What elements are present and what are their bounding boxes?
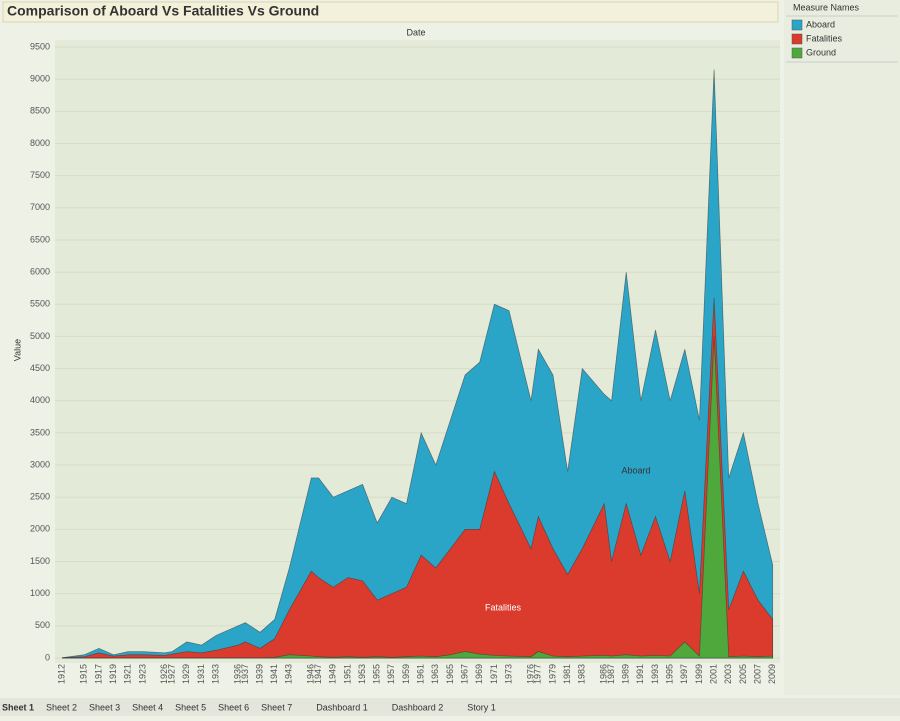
x-tick-label: 1939 bbox=[254, 664, 264, 684]
x-tick-label: 1915 bbox=[79, 664, 89, 684]
y-tick-label: 5500 bbox=[30, 299, 50, 309]
x-tick-label: 1936 bbox=[232, 664, 242, 684]
x-tick-label: 1991 bbox=[635, 664, 645, 684]
y-tick-label: 7500 bbox=[30, 170, 50, 180]
x-tick-label: 1933 bbox=[210, 664, 220, 684]
x-tick-label: 1973 bbox=[503, 664, 513, 684]
y-tick-label: 1000 bbox=[30, 588, 50, 598]
x-tick-label: 1921 bbox=[123, 664, 133, 684]
legend-swatch bbox=[791, 33, 803, 45]
legend-swatch bbox=[791, 47, 803, 59]
sheet-tab[interactable]: Sheet 2 bbox=[46, 702, 77, 712]
sheet-tab[interactable]: Sheet 7 bbox=[261, 702, 292, 712]
title-box bbox=[2, 1, 779, 23]
x-tick-label: 1943 bbox=[284, 664, 294, 684]
x-tick-label: 1947 bbox=[313, 664, 323, 684]
x-tick-label: 1941 bbox=[269, 664, 279, 684]
x-tick-label: 1919 bbox=[108, 664, 118, 684]
y-tick-label: 8500 bbox=[30, 106, 50, 116]
y-tick-label: 3500 bbox=[30, 427, 50, 437]
y-tick-label: 5000 bbox=[30, 331, 50, 341]
legend-label: Fatalities bbox=[806, 33, 843, 43]
x-tick-label: 2009 bbox=[767, 664, 777, 684]
y-axis-label: Value bbox=[12, 339, 22, 361]
sheet-tab[interactable]: Story 1 bbox=[467, 702, 496, 712]
x-tick-label: 2005 bbox=[738, 664, 748, 684]
y-tick-label: 6500 bbox=[30, 234, 50, 244]
legend-panel bbox=[784, 0, 900, 695]
x-tick-label: 1927 bbox=[167, 664, 177, 684]
x-tick-label: 1977 bbox=[533, 664, 543, 684]
sheet-tab[interactable]: Sheet 1 bbox=[2, 702, 34, 712]
x-tick-label: 1976 bbox=[525, 664, 535, 684]
x-tick-label: 2007 bbox=[752, 664, 762, 684]
x-tick-label: 1997 bbox=[679, 664, 689, 684]
x-tick-label: 1963 bbox=[430, 664, 440, 684]
x-tick-label: 2003 bbox=[723, 664, 733, 684]
y-tick-label: 500 bbox=[35, 620, 50, 630]
x-tick-label: 1929 bbox=[181, 664, 191, 684]
x-tick-label: 1957 bbox=[386, 664, 396, 684]
x-tick-label: 1923 bbox=[137, 664, 147, 684]
x-tick-label: 2001 bbox=[708, 664, 718, 684]
legend-label: Ground bbox=[806, 47, 836, 57]
legend-title: Measure Names bbox=[793, 2, 860, 12]
y-tick-label: 0 bbox=[45, 652, 50, 662]
x-tick-label: 1993 bbox=[650, 664, 660, 684]
x-tick-label: 1965 bbox=[445, 664, 455, 684]
x-tick-label: 1926 bbox=[159, 664, 169, 684]
chart-title: Comparison of Aboard Vs Fatalities Vs Gr… bbox=[7, 3, 319, 19]
area-ground bbox=[62, 336, 774, 659]
y-tick-label: 3000 bbox=[30, 459, 50, 469]
x-header: Date bbox=[406, 27, 425, 37]
sheet-tab[interactable]: Sheet 6 bbox=[218, 702, 249, 712]
y-tick-label: 2000 bbox=[30, 524, 50, 534]
x-tick-label: 1971 bbox=[489, 664, 499, 684]
x-tick-label: 1949 bbox=[328, 664, 338, 684]
x-tick-label: 1999 bbox=[694, 664, 704, 684]
y-tick-label: 7000 bbox=[30, 202, 50, 212]
x-tick-label: 1983 bbox=[577, 664, 587, 684]
y-tick-label: 2500 bbox=[30, 492, 50, 502]
x-tick-label: 1981 bbox=[562, 664, 572, 684]
x-tick-label: 1955 bbox=[372, 664, 382, 684]
sheet-tab[interactable]: Dashboard 1 bbox=[316, 702, 368, 712]
y-tick-label: 1500 bbox=[30, 556, 50, 566]
x-tick-label: 1986 bbox=[599, 664, 609, 684]
legend-label: Aboard bbox=[806, 19, 835, 29]
y-tick-label: 4500 bbox=[30, 363, 50, 373]
x-tick-label: 1959 bbox=[401, 664, 411, 684]
sheet-tab[interactable]: Sheet 3 bbox=[89, 702, 120, 712]
y-tick-label: 9500 bbox=[30, 41, 50, 51]
x-tick-label: 1937 bbox=[240, 664, 250, 684]
area-aboard bbox=[61, 69, 774, 659]
y-tick-label: 9000 bbox=[30, 74, 50, 84]
sheet-tab[interactable]: Sheet 5 bbox=[175, 702, 206, 712]
x-tick-label: 1953 bbox=[357, 664, 367, 684]
x-tick-label: 1946 bbox=[306, 664, 316, 684]
x-tick-label: 1969 bbox=[474, 664, 484, 684]
x-tick-label: 1967 bbox=[459, 664, 469, 684]
area-fatalities bbox=[61, 297, 774, 659]
tab-bar bbox=[0, 698, 900, 716]
x-tick-label: 1989 bbox=[621, 664, 631, 684]
sheet-tab[interactable]: Sheet 4 bbox=[132, 702, 163, 712]
y-tick-label: 4000 bbox=[30, 395, 50, 405]
x-tick-label: 1917 bbox=[93, 664, 103, 684]
x-tick-label: 1961 bbox=[416, 664, 426, 684]
annotation: Aboard bbox=[621, 465, 650, 475]
x-tick-label: 1951 bbox=[342, 664, 352, 684]
y-tick-label: 8000 bbox=[30, 138, 50, 148]
sheet-tab[interactable]: Dashboard 2 bbox=[392, 702, 444, 712]
x-tick-label: 1995 bbox=[665, 664, 675, 684]
x-tick-label: 1912 bbox=[57, 664, 67, 684]
x-tick-label: 1931 bbox=[196, 664, 206, 684]
legend-swatch bbox=[791, 19, 803, 31]
x-tick-label: 1987 bbox=[606, 664, 616, 684]
y-tick-label: 6000 bbox=[30, 266, 50, 276]
x-tick-label: 1979 bbox=[547, 664, 557, 684]
annotation: Fatalities bbox=[485, 602, 522, 612]
